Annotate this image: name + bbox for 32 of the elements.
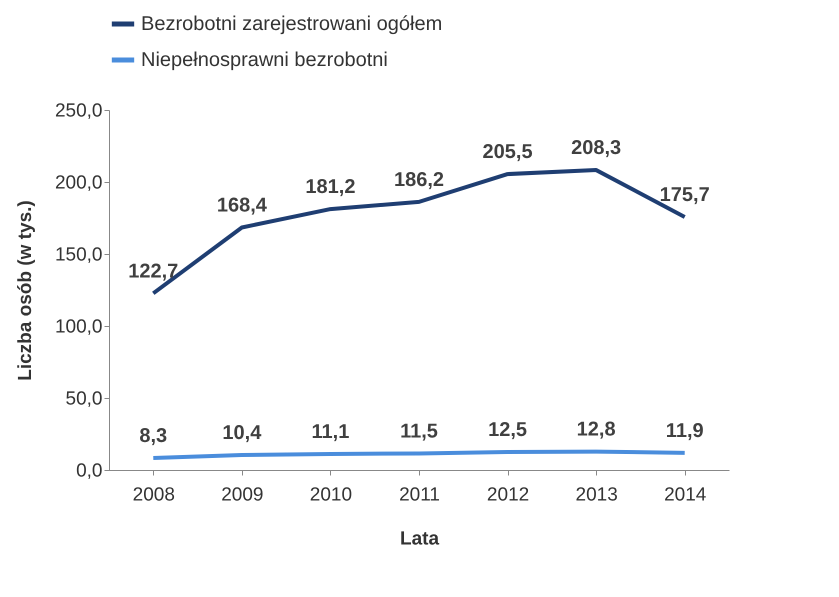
x-tick-label: 2013 bbox=[576, 484, 618, 506]
data-label: 12,8 bbox=[576, 418, 616, 441]
y-tick-label: 50,0 bbox=[66, 388, 102, 410]
data-label: 11,1 bbox=[312, 421, 350, 444]
x-tick-label: 2011 bbox=[399, 484, 440, 506]
data-label: 181,2 bbox=[305, 176, 356, 198]
data-label: 205,5 bbox=[482, 141, 533, 164]
legend-label: Niepełnosprawni bezrobotni bbox=[141, 49, 388, 71]
data-label: 11,5 bbox=[400, 420, 438, 442]
data-label: 8,3 bbox=[139, 425, 168, 448]
x-tick-label: 2014 bbox=[664, 484, 707, 506]
data-label: 12,5 bbox=[488, 419, 528, 441]
y-tick-label: 200,0 bbox=[54, 172, 102, 194]
y-axis-title: Liczba osób (w tys.) bbox=[14, 200, 36, 381]
x-tick-label: 2008 bbox=[132, 484, 175, 506]
data-label: 11,9 bbox=[666, 420, 704, 442]
legend-label: Bezrobotni zarejestrowani ogółem bbox=[141, 13, 442, 35]
data-label: 208,3 bbox=[571, 137, 622, 160]
x-axis-title: Lata bbox=[400, 528, 440, 550]
x-tick-label: 2009 bbox=[221, 484, 264, 506]
data-label: 122,7 bbox=[128, 260, 178, 282]
data-label: 186,2 bbox=[394, 168, 444, 191]
x-tick-label: 2010 bbox=[310, 484, 352, 506]
data-label: 175,7 bbox=[660, 184, 710, 206]
y-tick-label: 0,0 bbox=[76, 460, 102, 482]
y-tick-label: 250,0 bbox=[54, 100, 102, 122]
y-tick-label: 100,0 bbox=[54, 316, 102, 338]
line-series bbox=[151, 450, 687, 460]
x-tick-label: 2012 bbox=[486, 484, 530, 506]
y-tick-label: 150,0 bbox=[54, 244, 102, 266]
data-label: 10,4 bbox=[222, 422, 262, 444]
data-label: 168,4 bbox=[216, 194, 268, 217]
